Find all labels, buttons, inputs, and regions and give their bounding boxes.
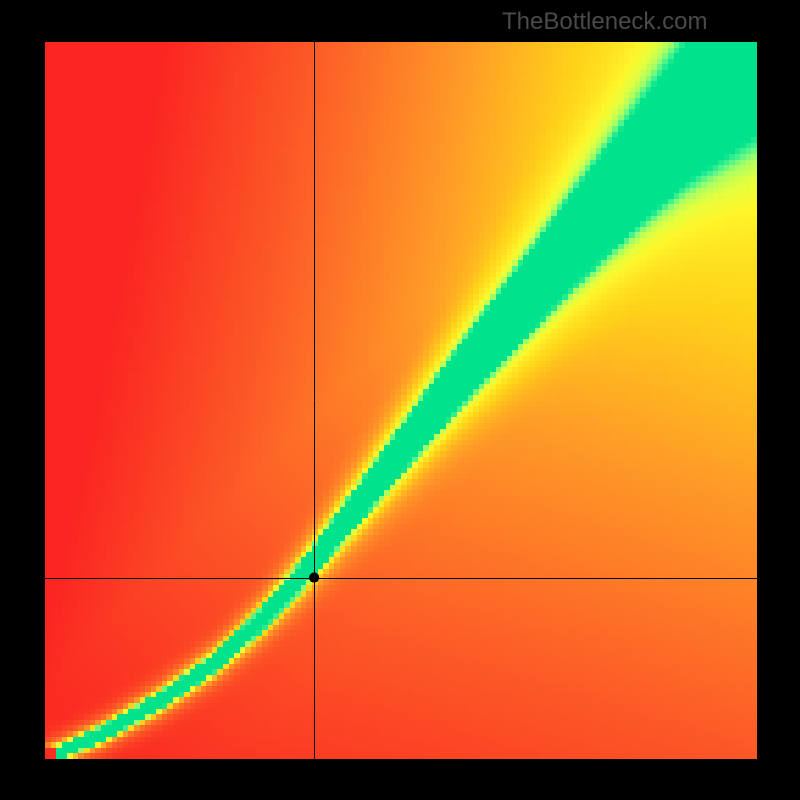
watermark-text: TheBottleneck.com [502,8,707,36]
bottleneck-heatmap [45,42,757,759]
chart-root: TheBottleneck.com [0,0,800,800]
